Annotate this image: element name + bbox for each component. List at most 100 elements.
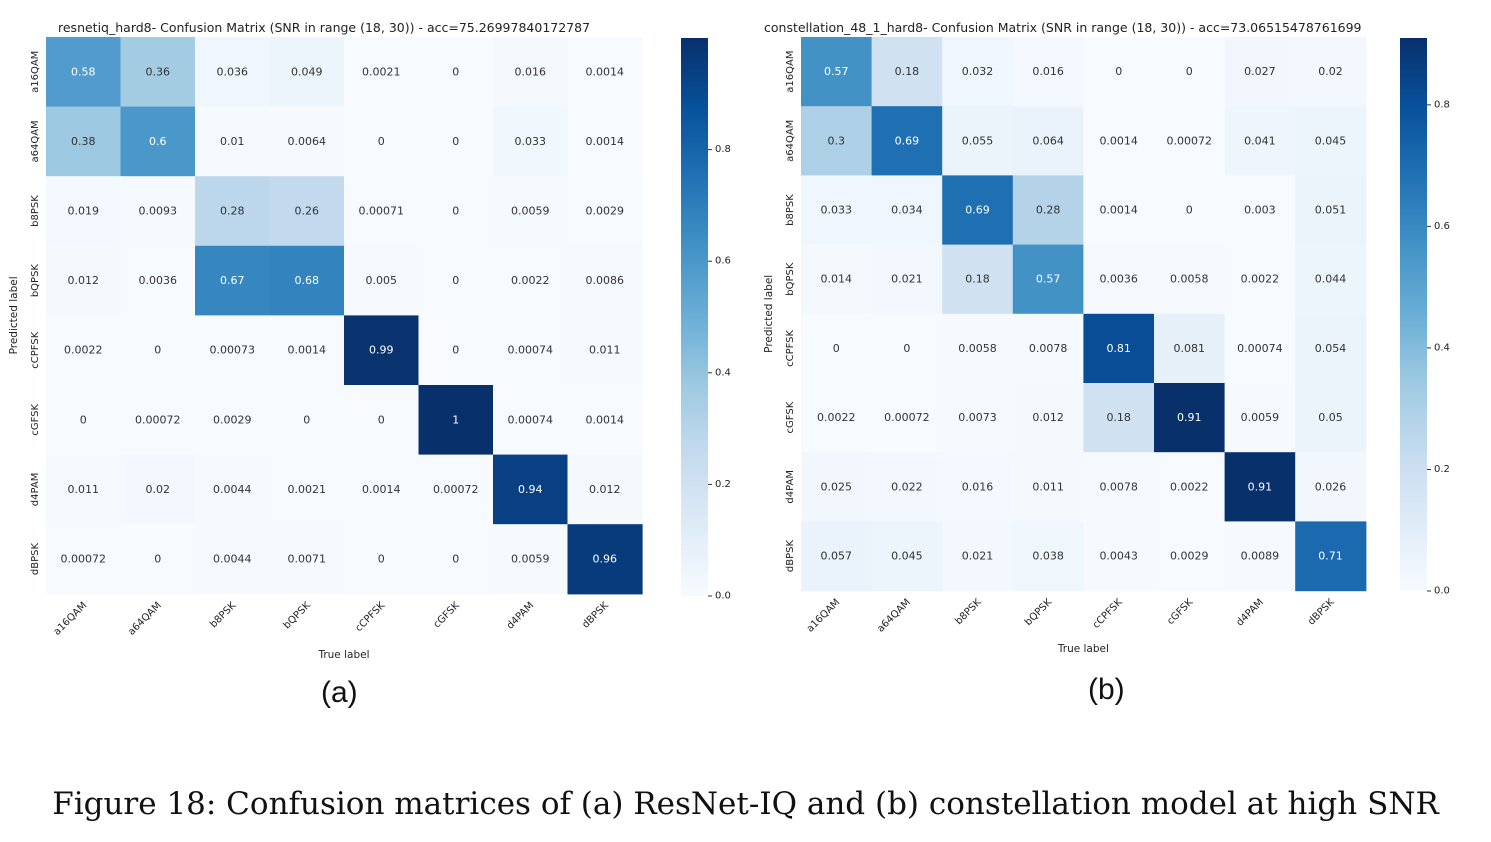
cell-value-label: 0.0044 (213, 553, 252, 566)
cell-value-label: 0.0014 (586, 65, 625, 78)
cell-value-label: 0.0022 (1170, 480, 1209, 493)
x-tick-label: cGFSK (1165, 597, 1196, 628)
cell-value-label: 0.00072 (135, 413, 181, 426)
cell-value-label: 0.057 (821, 550, 853, 563)
heatmap-cell (46, 37, 122, 108)
cell-value-label: 0.011 (589, 344, 621, 357)
heatmap-cell (493, 454, 569, 525)
heatmap-cell (942, 452, 1014, 522)
cell-value-label: 0.0058 (1170, 273, 1209, 286)
cell-value-label: 0.064 (1032, 134, 1064, 147)
y-tick-label: cGFSK (785, 401, 796, 433)
cell-value-label: 0.58 (71, 65, 96, 78)
colorbar (1400, 38, 1427, 591)
heatmap-cell (1224, 175, 1296, 246)
cell-value-label: 0.0014 (586, 135, 625, 148)
cell-value-label: 0.0071 (288, 553, 327, 566)
heatmap-cell (1295, 452, 1367, 522)
heatmap-cell (567, 37, 643, 108)
cell-value-label: 0.0064 (288, 135, 327, 148)
cell-value-label: 0.027 (1244, 65, 1276, 78)
cell-value-label: 0.69 (965, 204, 990, 217)
heatmap-panel-a: resnetiq_hard8- Confusion Matrix (SNR in… (8, 20, 731, 661)
cell-value-label: 0 (452, 274, 459, 287)
heatmap-cell (1083, 37, 1155, 107)
heatmap-cell (344, 37, 420, 108)
cell-value-label: 0.02 (146, 483, 171, 496)
colorbar-tick-label: 0.4 (1434, 342, 1450, 353)
cell-value-label: 0.68 (295, 274, 320, 287)
heatmap-cell (567, 176, 643, 247)
heatmap-cell (801, 313, 873, 384)
cell-value-label: 0.3 (828, 134, 846, 147)
cell-value-label: 0.036 (217, 65, 249, 78)
heatmap-cell (942, 175, 1014, 246)
cell-value-label: 0.6 (149, 135, 167, 148)
heatmap-cell (418, 37, 494, 108)
cell-value-label: 0.00072 (884, 411, 930, 424)
heatmap-cell (344, 245, 420, 316)
heatmap-cell (195, 524, 271, 595)
heatmap-cell (493, 176, 569, 247)
cell-value-label: 0 (452, 135, 459, 148)
cell-value-label: 0.0022 (64, 344, 103, 357)
cell-value-label: 0.0036 (139, 274, 178, 287)
heatmap-cell (46, 524, 122, 595)
heatmap-cell (1224, 521, 1296, 592)
heatmap-cell (195, 385, 271, 456)
x-tick-label: bQPSK (282, 600, 314, 632)
x-axis-label: True label (317, 649, 369, 661)
heatmap-cell (1154, 175, 1226, 246)
colorbar-tick-label: 0.6 (715, 256, 731, 267)
heatmap-cell (120, 315, 196, 386)
y-tick-label: cCPFSK (785, 329, 796, 366)
cell-value-label: 0 (1186, 65, 1193, 78)
heatmap-cell (567, 106, 643, 177)
cell-value-label: 0.36 (146, 65, 171, 78)
cell-value-label: 0.00072 (61, 553, 107, 566)
heatmap-cell (269, 385, 345, 456)
heatmap-cell (120, 37, 196, 108)
heatmap-cell (418, 245, 494, 316)
heatmap-cell (1012, 37, 1084, 107)
cell-value-label: 0.18 (895, 65, 920, 78)
cell-value-label: 0.0014 (288, 344, 327, 357)
cell-value-label: 0.0073 (958, 411, 997, 424)
cell-value-label: 0.0022 (817, 411, 856, 424)
cell-value-label: 0 (378, 553, 385, 566)
heatmap-cell (871, 452, 943, 522)
heatmap-cell (195, 37, 271, 108)
y-tick-label: dBPSK (785, 539, 796, 572)
cell-value-label: 0.57 (824, 65, 849, 78)
x-tick-label: cGFSK (432, 600, 463, 631)
heatmap-cell (1083, 244, 1155, 315)
cell-value-label: 0.0014 (586, 413, 625, 426)
heatmap-cell (1154, 37, 1226, 107)
cell-value-label: 0.00073 (210, 344, 256, 357)
cell-value-label: 0.033 (821, 204, 853, 217)
heatmap-cell (942, 37, 1014, 107)
cell-value-label: 0.05 (1318, 411, 1343, 424)
heatmap-cell (871, 313, 943, 384)
y-tick-label: a16QAM (785, 50, 796, 92)
cell-value-label: 0.38 (71, 135, 96, 148)
cell-value-label: 0 (452, 344, 459, 357)
colorbar-tick-label: 0.0 (1434, 586, 1450, 597)
cell-value-label: 0.0022 (511, 274, 550, 287)
heatmap-cell (46, 385, 122, 456)
cell-value-label: 0.0043 (1099, 550, 1138, 563)
heatmap-cell (567, 245, 643, 316)
cell-value-label: 0.016 (1032, 65, 1064, 78)
cell-value-label: 0 (1186, 204, 1193, 217)
heatmap-cell (1154, 383, 1226, 453)
cell-value-label: 0 (80, 413, 87, 426)
heatmap-cell (344, 315, 420, 386)
y-tick-label: b8PSK (785, 194, 796, 226)
cell-value-label: 0.049 (291, 65, 323, 78)
heatmap-cell (942, 313, 1014, 384)
x-tick-label: b8PSK (953, 597, 983, 627)
heatmap-cell (46, 245, 122, 316)
cell-value-label: 0.26 (295, 205, 320, 218)
cell-value-label: 0.0036 (1099, 273, 1138, 286)
heatmap-cell (1083, 521, 1155, 592)
